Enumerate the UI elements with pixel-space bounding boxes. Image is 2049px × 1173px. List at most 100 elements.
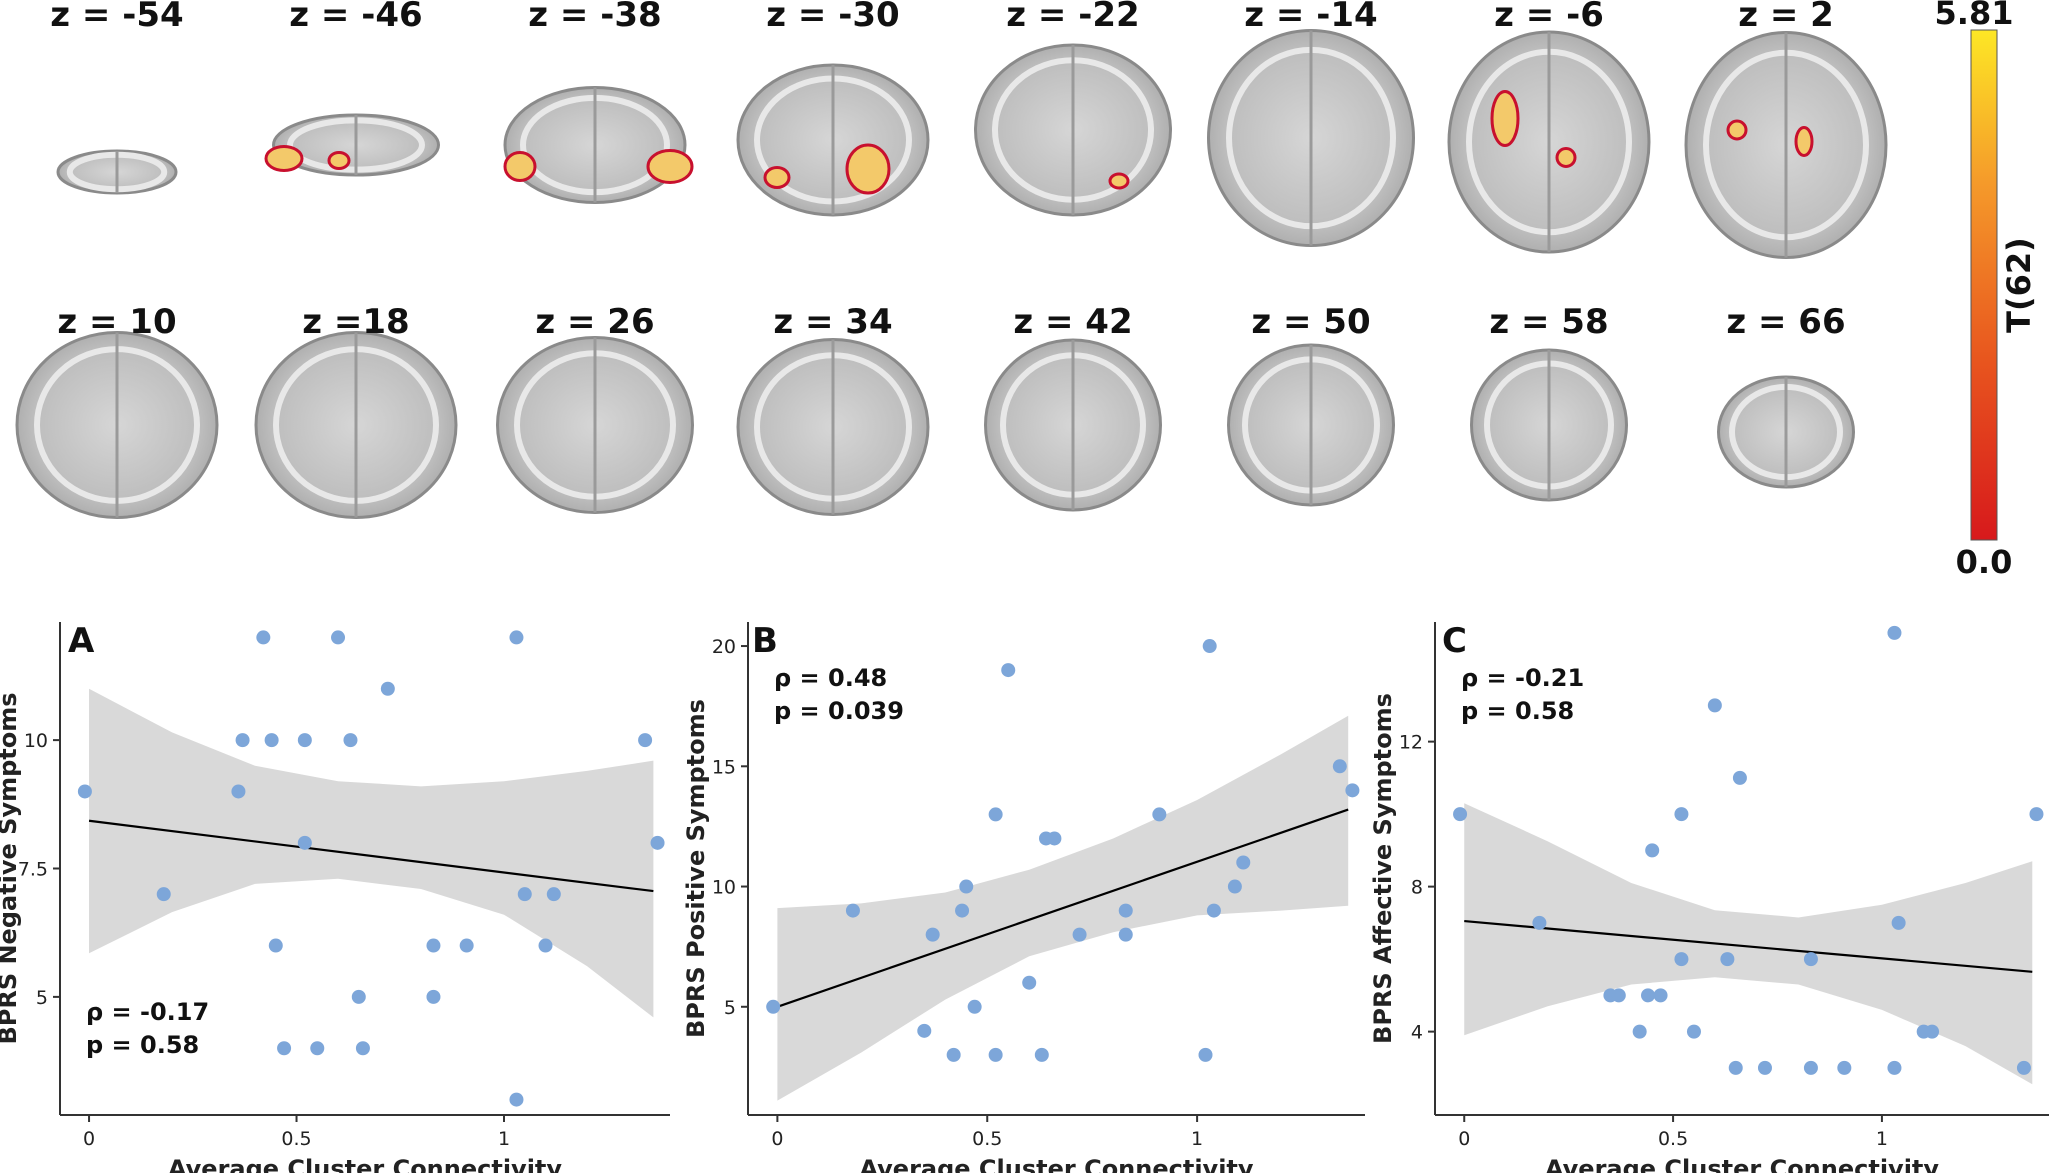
- brain-slice-row1-1: z = -54: [50, 0, 184, 195]
- data-point: [517, 887, 532, 902]
- data-point: [1803, 952, 1818, 967]
- data-point: [331, 630, 346, 645]
- data-point: [1202, 639, 1217, 654]
- x-tick-label: 1: [1191, 1128, 1203, 1150]
- colorbar-gradient: [1970, 29, 1998, 541]
- activation-cluster: [646, 149, 694, 184]
- data-point: [917, 1023, 932, 1038]
- data-point: [1022, 975, 1037, 990]
- regression-line: [1464, 919, 2033, 973]
- x-tick-label: 1: [498, 1128, 510, 1150]
- stat-text: ρ = 0.48: [774, 664, 887, 692]
- data-point: [297, 733, 312, 748]
- brain-slice-row1-7: z = -6: [1447, 0, 1651, 254]
- x-axis-title: Average Cluster Connectivity: [859, 1155, 1253, 1173]
- brain-slice-row2-4: z = 34: [736, 302, 930, 516]
- brain-slices-figure: z = -54 z = -46 z = -38 z = -30 z = -22 z = -…: [15, 0, 2038, 581]
- data-point: [1925, 1024, 1940, 1039]
- data-point: [297, 835, 312, 850]
- activation-cluster: [503, 151, 537, 182]
- chart-A: 0 0.5 1 5 7.5 10 Average Cluster Connectivity B…: [0, 621, 670, 1173]
- data-point: [1803, 1060, 1818, 1075]
- brain-slice-row1-8: z = 2: [1684, 0, 1888, 259]
- stat-text: ρ = -0.21: [1461, 664, 1584, 692]
- data-point: [959, 879, 974, 894]
- y-tick-label: 5: [724, 997, 736, 1019]
- activation-cluster: [1108, 172, 1130, 190]
- data-point: [509, 1092, 524, 1107]
- data-point: [2029, 807, 2044, 822]
- stat-text: ρ = -0.17: [86, 998, 209, 1026]
- data-point: [235, 733, 250, 748]
- data-point: [1072, 927, 1087, 942]
- chart-C: 0 0.5 1 4 8 12 Average Cluster Connectivity BPR…: [1369, 621, 2049, 1173]
- data-point: [955, 903, 970, 918]
- data-point: [1641, 988, 1656, 1003]
- data-point: [268, 938, 283, 953]
- data-point: [1118, 903, 1133, 918]
- x-tick-label: 1: [1876, 1128, 1888, 1150]
- data-point: [380, 681, 395, 696]
- slice-label: z = -38: [528, 0, 661, 35]
- data-point: [1152, 807, 1167, 822]
- slice-label: z = -22: [1006, 0, 1139, 35]
- data-point: [1611, 988, 1626, 1003]
- x-tick-label: 0.5: [281, 1128, 311, 1150]
- data-point: [509, 630, 524, 645]
- data-point: [2016, 1060, 2031, 1075]
- data-point: [351, 989, 366, 1004]
- y-tick-label: 12: [1399, 732, 1423, 754]
- slice-label: z = -30: [766, 0, 899, 35]
- slice-label: z =18: [302, 302, 409, 342]
- data-point: [1757, 1060, 1772, 1075]
- slice-label: z = -46: [289, 0, 422, 35]
- colorbar-min-label: 0.0: [1956, 543, 2013, 581]
- stat-text: p = 0.039: [774, 697, 904, 725]
- brain-slice-row2-6: z = 50: [1227, 302, 1395, 507]
- data-point: [1001, 663, 1016, 678]
- data-point: [1047, 831, 1062, 846]
- y-tick-label: 20: [712, 636, 736, 658]
- data-point: [650, 835, 665, 850]
- data-point: [988, 807, 1003, 822]
- colorbar: 5.81 0.0 T(62): [1935, 0, 2038, 581]
- y-axis-title: BPRS Affective Symptoms: [1369, 693, 1397, 1044]
- stat-text: p = 0.58: [86, 1031, 199, 1059]
- data-point: [231, 784, 246, 799]
- data-point: [1345, 783, 1360, 798]
- data-point: [1653, 988, 1668, 1003]
- data-point: [1674, 807, 1689, 822]
- x-axis-title: Average Cluster Connectivity: [168, 1155, 562, 1173]
- slice-label: z = 58: [1489, 302, 1608, 342]
- data-point: [1118, 927, 1133, 942]
- data-point: [256, 630, 271, 645]
- data-point: [1206, 903, 1221, 918]
- x-axis-title: Average Cluster Connectivity: [1545, 1155, 1939, 1173]
- data-point: [1728, 1060, 1743, 1075]
- data-point: [1034, 1047, 1049, 1062]
- data-point: [156, 887, 171, 902]
- brain-slice-row2-1: z = 10: [15, 302, 219, 519]
- data-point: [1632, 1024, 1647, 1039]
- data-point: [310, 1041, 325, 1056]
- data-point: [546, 887, 561, 902]
- activation-cluster: [1794, 126, 1814, 157]
- data-point: [1837, 1060, 1852, 1075]
- data-point: [845, 903, 860, 918]
- slice-label: z = 42: [1013, 302, 1132, 342]
- y-tick-label: 8: [1411, 877, 1423, 899]
- brain-slice-row2-5: z = 42: [984, 302, 1162, 512]
- data-point: [343, 733, 358, 748]
- brain-slice-row1-3: z = -38: [503, 0, 694, 204]
- slice-label: z = -14: [1244, 0, 1377, 35]
- data-point: [1453, 807, 1468, 822]
- data-point: [1674, 952, 1689, 967]
- y-tick-label: 5: [36, 987, 48, 1009]
- brain-slice-row2-8: z = 66: [1717, 302, 1855, 489]
- data-point: [1891, 915, 1906, 930]
- confidence-band: [1464, 803, 2033, 1085]
- x-tick-label: 0: [1458, 1128, 1470, 1150]
- data-point: [967, 999, 982, 1014]
